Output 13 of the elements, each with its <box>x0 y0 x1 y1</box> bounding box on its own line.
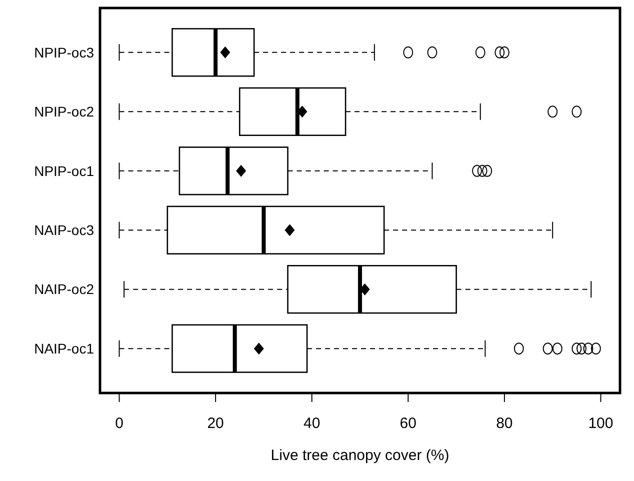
y-tick-label: NPIP-oc1 <box>34 162 94 179</box>
x-tick-label: 40 <box>304 415 320 432</box>
x-tick-label: 20 <box>207 415 224 432</box>
y-tick-label: NAIP-oc1 <box>34 340 94 356</box>
y-tick-label: NAIP-oc3 <box>34 222 94 238</box>
x-tick-label: 100 <box>588 415 614 432</box>
x-tick-label: 80 <box>496 415 513 432</box>
x-tick-label: 60 <box>400 415 416 432</box>
x-tick-label: 0 <box>115 415 124 432</box>
y-tick-label: NPIP-oc2 <box>34 104 94 120</box>
y-tick-label: NAIP-oc2 <box>34 281 94 298</box>
x-axis-title: Live tree canopy cover (%) <box>270 447 450 464</box>
y-tick-label: NPIP-oc3 <box>34 44 94 60</box>
